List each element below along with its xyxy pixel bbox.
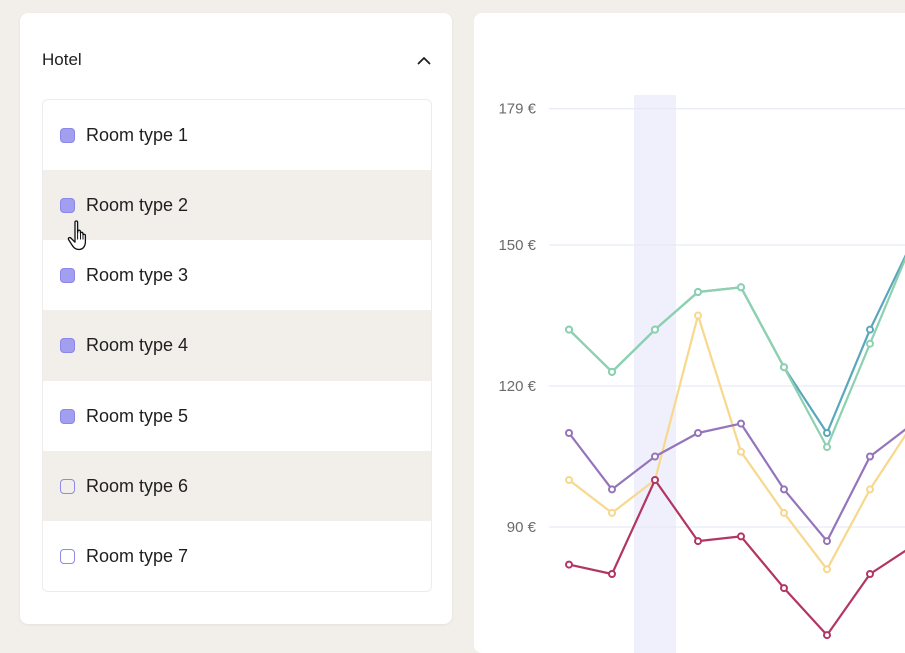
y-tick-label: 150 € <box>498 237 536 254</box>
series-3-point <box>780 508 788 517</box>
series-4-point <box>651 452 659 461</box>
y-tick-label: 179 € <box>498 101 536 118</box>
chevron-up-icon[interactable] <box>416 52 432 68</box>
series-3-point <box>823 565 831 574</box>
series-4-point <box>866 452 874 461</box>
series-5-point <box>780 584 788 593</box>
series-3-point <box>565 476 573 484</box>
series-2-point <box>608 367 616 376</box>
series-4-point <box>737 419 745 428</box>
room-type-7-label: Room type 7 <box>86 545 189 566</box>
room-type-1-option[interactable]: Room type 1 <box>43 100 431 170</box>
series-5-point <box>866 570 874 578</box>
series-1-point <box>823 429 831 437</box>
series-line-2 <box>568 256 905 449</box>
room-type-4-option[interactable]: Room type 4 <box>43 310 431 381</box>
price-line-chart: 179 € 150 € 120 € 90 € <box>498 95 905 653</box>
room-type-4-label: Room type 4 <box>86 335 189 355</box>
hotel-section-title: Hotel <box>42 50 82 69</box>
series-line-3 <box>568 314 905 571</box>
room-type-3-label: Room type 3 <box>86 264 189 285</box>
series-4-point <box>823 537 831 546</box>
series-3-point <box>866 485 874 494</box>
room-type-1-label: Room type 1 <box>86 124 189 145</box>
y-tick-label: 90 € <box>507 519 537 536</box>
series-4-point <box>694 429 702 437</box>
room-type-7-option[interactable]: Room type 7 <box>43 521 431 591</box>
series-2-point <box>823 443 831 452</box>
series-4-point <box>780 485 788 494</box>
series-2-point <box>780 363 788 372</box>
series-2-point <box>565 325 573 334</box>
room-type-3-option[interactable]: Room type 3 <box>43 240 431 310</box>
series-3-point <box>694 311 702 320</box>
room-type-5-option[interactable]: Room type 5 <box>43 381 431 451</box>
room-type-1-checkbox[interactable] <box>60 127 75 143</box>
hotel-section-header[interactable]: Hotel <box>42 47 432 73</box>
room-type-2-option[interactable]: Room type 2 <box>43 170 431 240</box>
series-1-point <box>866 325 874 334</box>
room-type-5-checkbox[interactable] <box>60 408 75 424</box>
series-5-point <box>608 570 616 578</box>
room-type-7-checkbox[interactable] <box>60 548 75 564</box>
series-2-point <box>694 288 702 296</box>
room-type-filter-panel: Hotel Room type 1 Room type 2 Room type … <box>20 13 452 624</box>
highlighted-date-band <box>634 95 676 653</box>
room-type-6-checkbox[interactable] <box>60 478 75 494</box>
series-3-point <box>608 508 616 517</box>
room-type-5-label: Room type 5 <box>86 405 189 426</box>
series-2-point <box>737 283 745 292</box>
series-5-point <box>651 476 659 484</box>
room-type-2-label: Room type 2 <box>86 194 189 215</box>
series-2-point <box>866 339 874 348</box>
series-5-point <box>823 631 831 640</box>
room-type-4-checkbox[interactable] <box>60 338 75 353</box>
series-5-point <box>737 532 745 541</box>
price-chart-card: 179 € 150 € 120 € 90 € <box>474 13 905 653</box>
series-4-point <box>565 429 573 437</box>
series-5-point <box>694 537 702 546</box>
room-type-6-label: Room type 6 <box>86 475 189 496</box>
series-4-point <box>608 485 616 494</box>
series-line-1 <box>568 254 905 435</box>
series-line-5 <box>568 478 905 637</box>
room-type-6-option[interactable]: Room type 6 <box>43 451 431 521</box>
series-3-point <box>737 447 745 456</box>
series-2-point <box>651 325 659 334</box>
series-5-point <box>565 560 573 569</box>
room-type-2-checkbox[interactable] <box>60 197 75 213</box>
room-type-3-checkbox[interactable] <box>60 267 75 283</box>
y-tick-label: 120 € <box>498 378 536 395</box>
room-type-list: Room type 1 Room type 2 Room type 3 Room… <box>42 99 432 592</box>
